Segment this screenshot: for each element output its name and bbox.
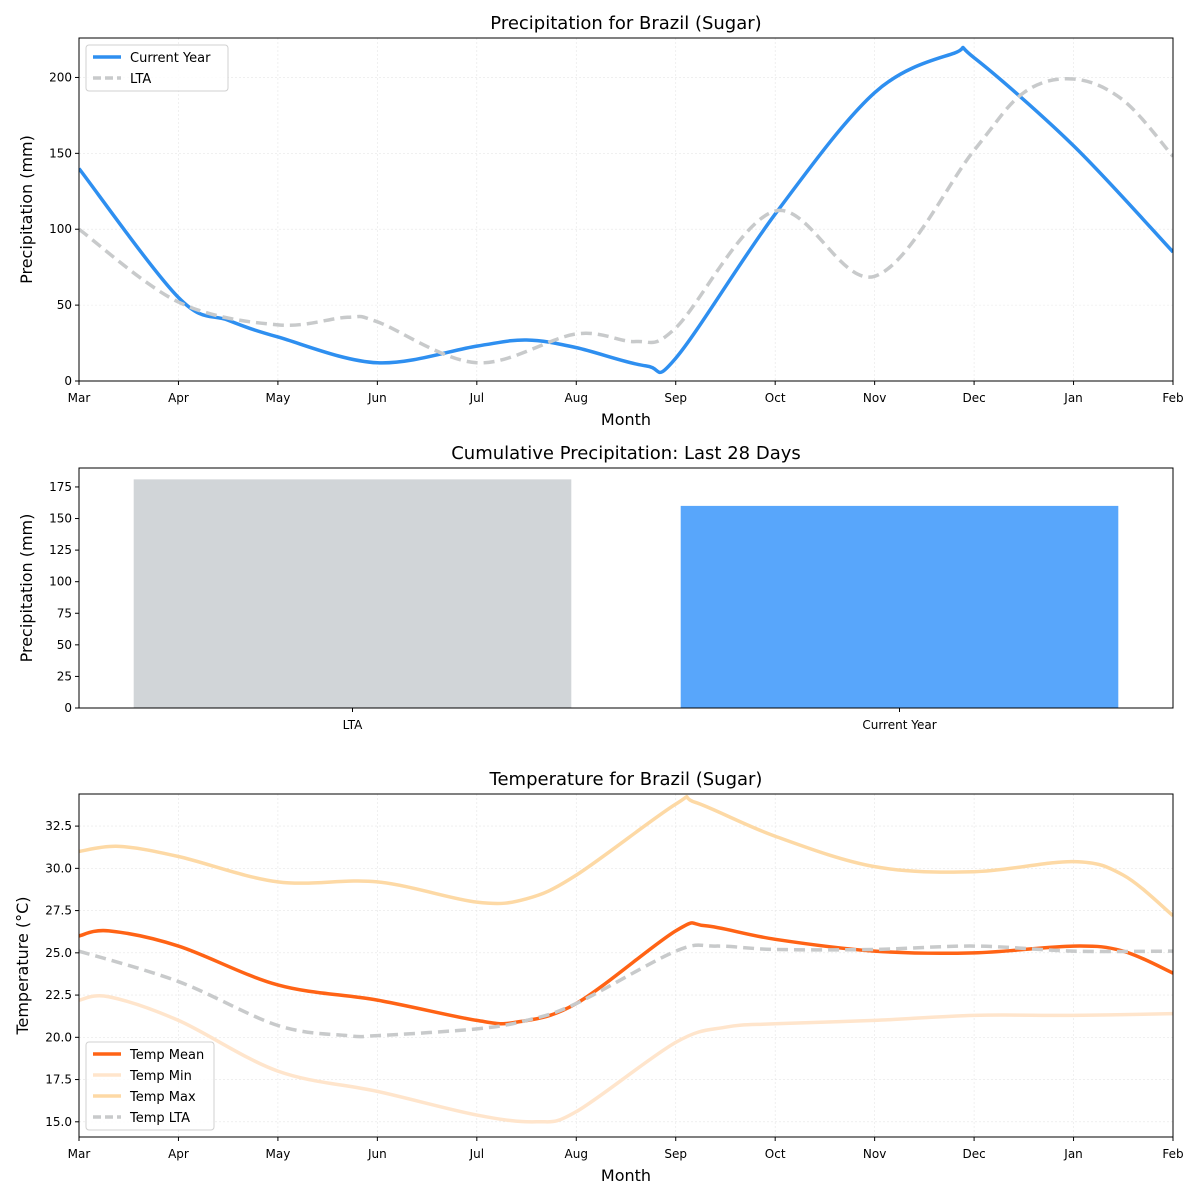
y-tick-label: 27.5 — [45, 904, 72, 918]
legend-label: Temp Max — [129, 1090, 196, 1105]
x-tick-label: Current Year — [862, 718, 936, 732]
chart-title: Temperature for Brazil (Sugar) — [489, 769, 763, 790]
chart-title: Cumulative Precipitation: Last 28 Days — [451, 443, 801, 464]
x-tick-label: Nov — [863, 391, 886, 405]
y-tick-label: 50 — [57, 638, 72, 652]
legend-box — [85, 1041, 215, 1131]
series-line-temp-min — [79, 994, 1173, 1124]
legend-label: Current Year — [130, 51, 211, 66]
y-tick-label: 22.5 — [45, 988, 72, 1002]
x-tick-label: Feb — [1162, 391, 1183, 405]
x-tick-label: Aug — [565, 1147, 588, 1161]
y-tick-label: 15.0 — [45, 1115, 72, 1129]
y-tick-label: 50 — [57, 298, 72, 312]
plot-frame — [78, 37, 1174, 382]
y-tick-label: 100 — [49, 222, 72, 236]
x-tick-label: Dec — [962, 1147, 985, 1161]
chart-3: Mar Apr May Jun Jul Aug Sep Oct Nov Dec Jan Feb 15.0… — [13, 769, 1184, 1185]
y-axis-label: Precipitation (mm) — [17, 514, 36, 663]
plot-frame — [78, 793, 1174, 1138]
x-tick-label: Mar — [68, 1147, 91, 1161]
x-tick-label: Oct — [765, 391, 786, 405]
y-tick-label: 75 — [57, 606, 72, 620]
bar-current-year — [680, 505, 1119, 708]
y-tick-label: 25 — [57, 669, 72, 683]
x-tick-label: Apr — [168, 1147, 189, 1161]
x-tick-label: Aug — [565, 391, 588, 405]
x-tick-label: Mar — [68, 391, 91, 405]
x-tick-label: Apr — [168, 391, 189, 405]
legend-label: Temp Mean — [129, 1048, 204, 1063]
legend-label: Temp Min — [129, 1069, 192, 1084]
legend-label: Temp LTA — [129, 1111, 190, 1126]
x-tick-label: Jul — [469, 391, 484, 405]
y-tick-label: 125 — [49, 543, 72, 557]
chart-2: 0 25 50 75 100 125 150 175 LTA Current Year Cumula… — [17, 443, 1174, 732]
chart-title: Precipitation for Brazil (Sugar) — [490, 13, 761, 34]
y-tick-label: 100 — [49, 575, 72, 589]
bar-lta — [133, 479, 572, 708]
legend-label: LTA — [130, 72, 151, 87]
y-tick-label: 0 — [64, 374, 72, 388]
x-axis-label: Month — [601, 410, 651, 429]
y-tick-label: 25.0 — [45, 946, 72, 960]
y-tick-label: 150 — [49, 512, 72, 526]
x-tick-label: Nov — [863, 1147, 886, 1161]
x-tick-label: LTA — [343, 718, 363, 732]
chart-1: Mar Apr May Jun Jul Aug Sep Oct Nov Dec Jan Feb 0 50 1… — [17, 13, 1184, 429]
series-line-lta — [79, 76, 1173, 365]
x-axis-label: Month — [601, 1166, 651, 1185]
x-tick-label: Jan — [1063, 391, 1083, 405]
y-tick-label: 30.0 — [45, 861, 72, 875]
x-tick-label: Oct — [765, 1147, 786, 1161]
y-axis-label: Temperature (°C) — [13, 896, 32, 1035]
x-tick-label: Dec — [962, 391, 985, 405]
y-tick-label: 200 — [49, 70, 72, 84]
x-tick-label: Jul — [469, 1147, 484, 1161]
plot-frame — [78, 467, 1174, 709]
x-tick-label: Feb — [1162, 1147, 1183, 1161]
series-line-temp-max — [79, 794, 1173, 918]
series-line-temp-mean — [79, 921, 1173, 1026]
y-tick-label: 175 — [49, 480, 72, 494]
y-axis-label: Precipitation (mm) — [17, 135, 36, 284]
legend: Current Year LTA — [85, 44, 229, 92]
legend-box — [85, 44, 229, 92]
series-line-current-year — [79, 45, 1173, 375]
y-tick-label: 32.5 — [45, 819, 72, 833]
y-tick-label: 17.5 — [45, 1073, 72, 1087]
x-tick-label: Sep — [664, 1147, 687, 1161]
series-line-temp-lta — [79, 943, 1173, 1039]
x-tick-label: Jun — [367, 1147, 387, 1161]
legend: Temp Mean Temp Min Temp Max Temp LTA — [85, 1041, 215, 1131]
x-tick-label: Jun — [367, 391, 387, 405]
y-tick-label: 20.0 — [45, 1030, 72, 1044]
y-tick-label: 150 — [49, 146, 72, 160]
y-tick-label: 0 — [64, 701, 72, 715]
x-tick-label: May — [266, 1147, 291, 1161]
x-tick-label: May — [266, 391, 291, 405]
x-tick-label: Jan — [1063, 1147, 1083, 1161]
x-tick-label: Sep — [664, 391, 687, 405]
